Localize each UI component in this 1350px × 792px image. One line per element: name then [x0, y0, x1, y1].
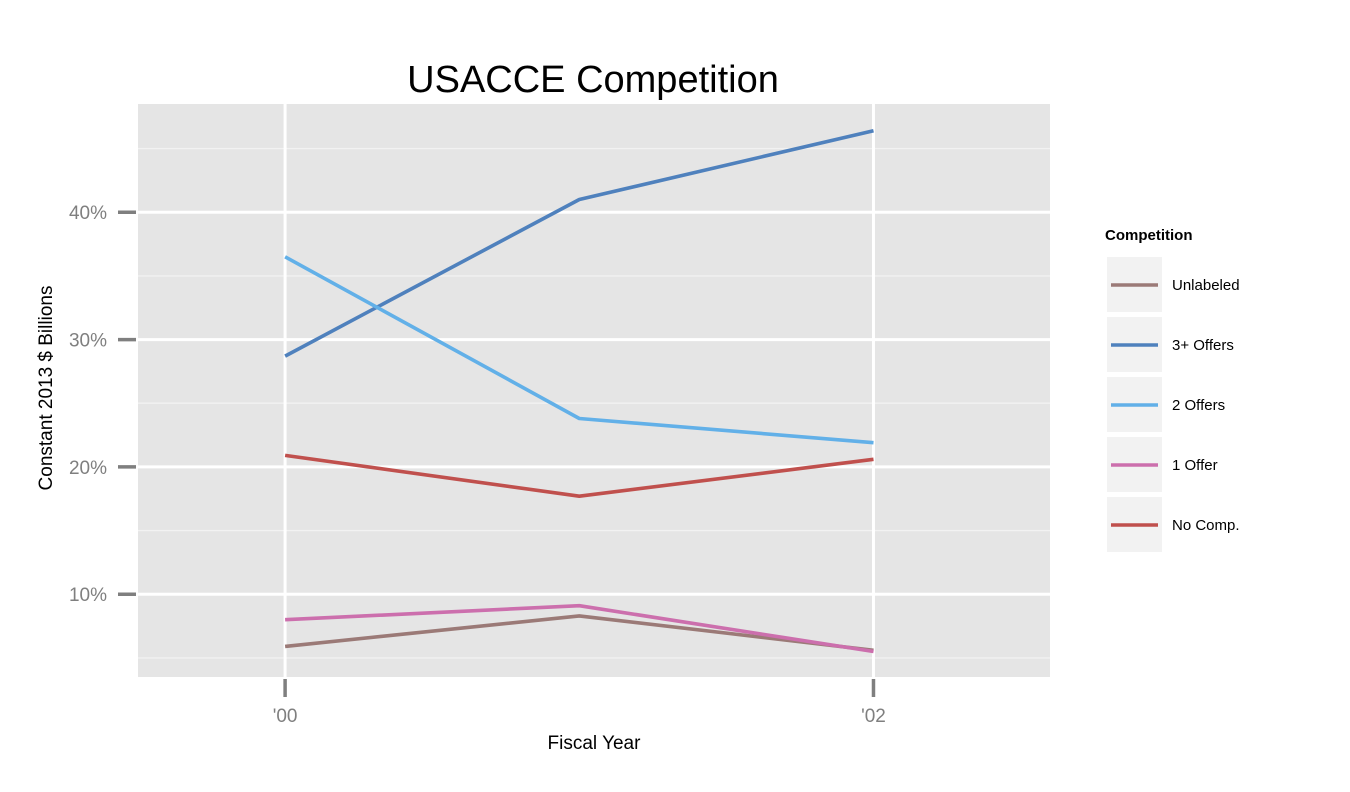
legend-label: 3+ Offers: [1172, 337, 1234, 354]
x-tick-label: '00: [273, 706, 298, 727]
legend-label: 2 Offers: [1172, 397, 1225, 414]
series-line: [284, 128, 874, 358]
series-lines: [284, 128, 874, 654]
y-tick-label: 40%: [69, 203, 107, 224]
y-tick-label: 20%: [69, 458, 107, 479]
series-line: [284, 255, 874, 445]
legend-item: Unlabeled: [1107, 257, 1240, 312]
legend-title: Competition: [1105, 227, 1193, 244]
legend-label: 1 Offer: [1172, 457, 1218, 474]
y-tick-label: 30%: [69, 331, 107, 352]
chart-title: USACCE Competition: [407, 59, 779, 101]
series-line: [284, 453, 874, 499]
legend-item: 3+ Offers: [1107, 317, 1234, 372]
x-axis: '00 '02: [273, 679, 886, 727]
plot-panel: [138, 104, 1050, 677]
x-tick-label: '02: [861, 706, 886, 727]
minor-gridlines: [138, 147, 1050, 659]
legend-label: Unlabeled: [1172, 277, 1240, 294]
x-axis-label: Fiscal Year: [548, 733, 642, 754]
legend-item: 1 Offer: [1107, 437, 1218, 492]
series-line: [284, 614, 874, 653]
legend-item: 2 Offers: [1107, 377, 1225, 432]
y-axis: 10% 20% 30% 40%: [69, 203, 136, 606]
major-gridlines: [138, 104, 1050, 677]
y-axis-label: Constant 2013 $ Billions: [36, 286, 57, 491]
legend-label: No Comp.: [1172, 517, 1240, 534]
legend: Competition Unlabeled 3+ Offers 2 Offers 1 …: [1105, 227, 1240, 552]
y-tick-label: 10%: [69, 585, 107, 606]
series-line: [285, 603, 874, 654]
legend-item: No Comp.: [1107, 497, 1240, 552]
